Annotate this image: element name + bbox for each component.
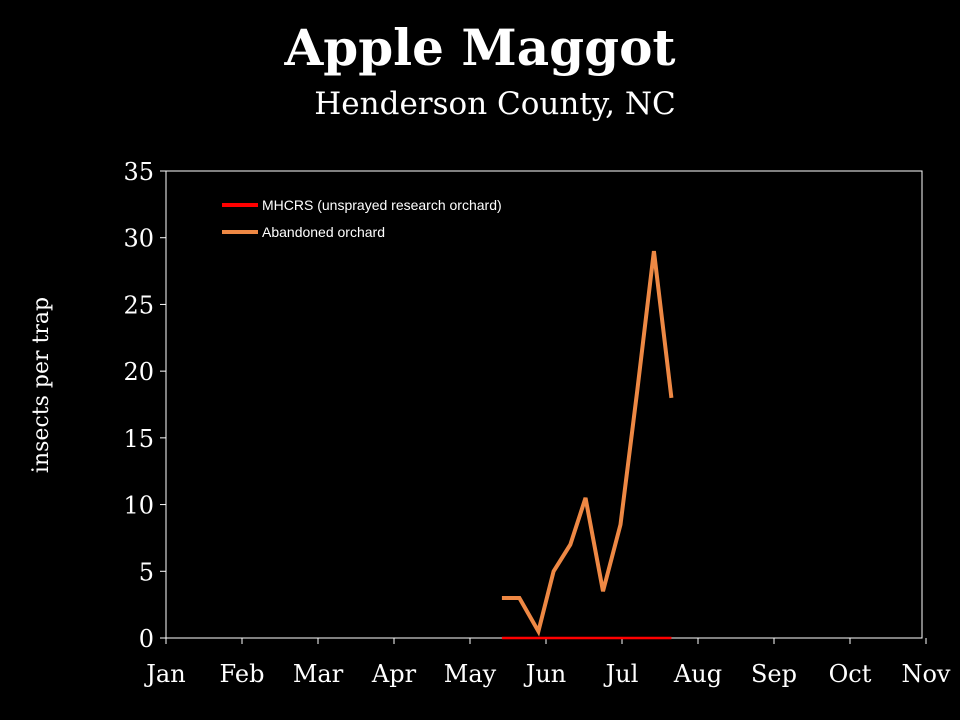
y-tick-label: 10 [123,492,154,520]
y-tick-label: 15 [123,425,154,453]
y-tick-label: 30 [123,225,154,253]
y-tick-label: 35 [123,158,154,186]
x-tick-label: May [444,660,497,688]
legend-label: Abandoned orchard [262,224,385,240]
y-tick-label: 20 [123,358,154,386]
x-tick-label: Oct [829,660,872,688]
y-tick-label: 25 [123,291,154,319]
x-tick-label: Jul [603,660,639,688]
chart-subtitle: Henderson County, NC [314,86,676,122]
x-tick-label: Aug [673,660,722,688]
plot-area-frame [165,170,923,639]
y-axis-label: insects per trap [29,297,54,473]
x-tick-label: Jun [523,660,567,688]
y-tick-label: 0 [139,625,154,653]
y-tick-label: 5 [139,558,154,586]
x-tick-label: Feb [220,660,265,688]
legend-label: MHCRS (unsprayed research orchard) [262,197,502,213]
x-tick-label: Sep [751,660,797,688]
x-tick-label: Mar [293,660,344,688]
x-tick-label: Apr [371,660,417,688]
chart-title: Apple Maggot [284,18,676,77]
series-line [501,250,674,637]
x-tick-label: Nov [901,660,950,688]
x-tick-label: Jan [143,660,185,688]
